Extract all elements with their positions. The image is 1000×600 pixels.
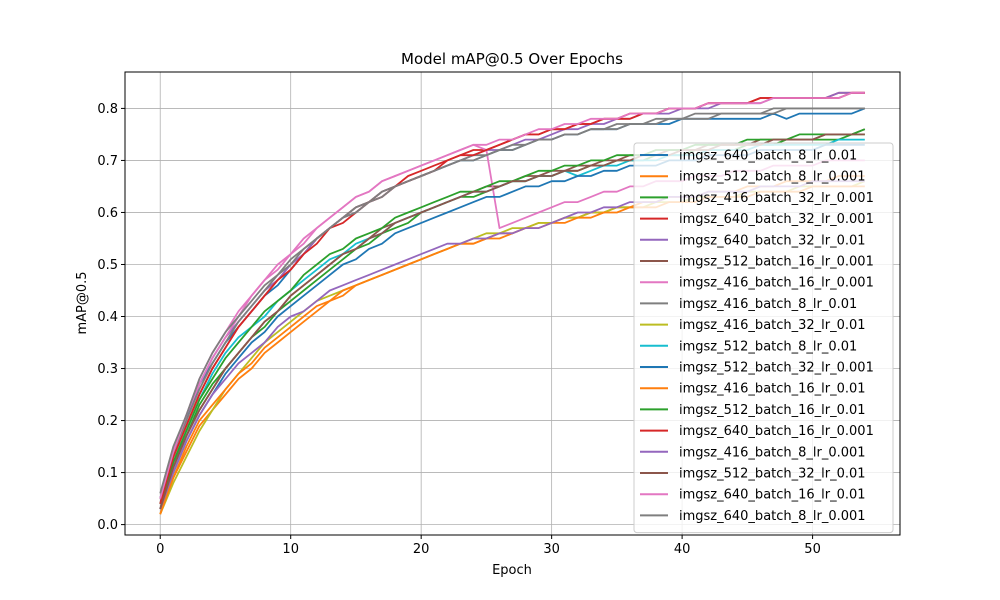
legend-label: imgsz_416_batch_16_lr_0.01 xyxy=(679,382,866,397)
legend-box xyxy=(633,142,894,534)
legend-label: imgsz_640_batch_8_lr_0.01 xyxy=(679,149,857,164)
x-tick-label: 30 xyxy=(543,542,560,557)
x-tick-label: 40 xyxy=(674,542,691,557)
legend-label: imgsz_512_batch_32_lr_0.001 xyxy=(679,361,874,376)
legend-label: imgsz_640_batch_32_lr_0.01 xyxy=(679,233,866,248)
legend-label: imgsz_416_batch_32_lr_0.01 xyxy=(679,318,866,333)
legend-label: imgsz_640_batch_16_lr_0.01 xyxy=(679,488,866,503)
series-line xyxy=(159,91,865,499)
legend-label: imgsz_512_batch_8_lr_0.001 xyxy=(679,170,866,185)
x-tick-label: 0 xyxy=(156,542,164,557)
y-tick-label: 0.4 xyxy=(97,310,118,325)
legend-label: imgsz_512_batch_16_lr_0.001 xyxy=(679,255,874,270)
y-axis-title: mAP@0.5 xyxy=(75,271,90,334)
legend-label: imgsz_640_batch_8_lr_0.001 xyxy=(679,509,866,524)
x-tick-label: 20 xyxy=(413,542,430,557)
legend-label: imgsz_416_batch_16_lr_0.001 xyxy=(679,276,874,291)
x-axis-title: Epoch xyxy=(492,563,532,578)
legend-label: imgsz_416_batch_8_lr_0.01 xyxy=(679,297,857,312)
legend-label: imgsz_512_batch_16_lr_0.01 xyxy=(679,403,866,418)
y-tick-label: 0.2 xyxy=(97,414,118,429)
legend: imgsz_640_batch_8_lr_0.01 imgsz_512_batch… xyxy=(633,142,894,534)
y-tick-label: 0.0 xyxy=(97,518,118,533)
legend-label: imgsz_416_batch_8_lr_0.001 xyxy=(679,445,866,460)
y-tick-label: 0.3 xyxy=(97,362,118,377)
legend-label: imgsz_640_batch_16_lr_0.001 xyxy=(679,424,874,439)
y-tick-label: 0.5 xyxy=(97,258,118,273)
chart-title: Model mAP@0.5 Over Epochs xyxy=(401,50,623,68)
legend-label: imgsz_640_batch_32_lr_0.001 xyxy=(679,212,874,227)
legend-label: imgsz_416_batch_32_lr_0.001 xyxy=(679,191,874,206)
x-tick-label: 10 xyxy=(282,542,299,557)
y-tick-label: 0.8 xyxy=(97,102,118,117)
y-tick-label: 0.6 xyxy=(97,206,118,221)
series-line xyxy=(159,107,865,494)
legend-label: imgsz_512_batch_32_lr_0.01 xyxy=(679,467,866,482)
y-tick-label: 0.1 xyxy=(97,466,118,481)
x-tick-label: 50 xyxy=(804,542,821,557)
plot-area-frame xyxy=(124,71,901,536)
y-tick-label: 0.7 xyxy=(97,154,118,169)
axis-ticks: 0 10 20 30 40 50 0.0 0.1 0.2 0.3 0.4 0.5 0.6 0.7 0.8 xyxy=(97,102,821,557)
legend-label: imgsz_512_batch_8_lr_0.01 xyxy=(679,339,857,354)
